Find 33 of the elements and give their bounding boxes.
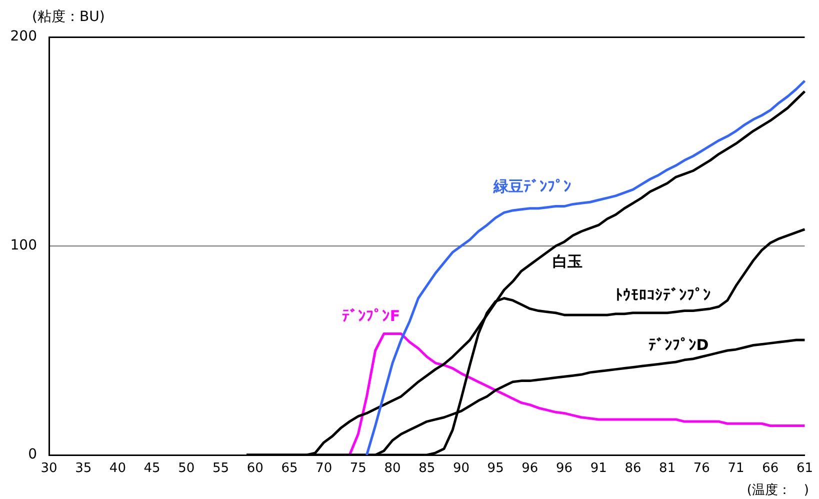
y-tick-label: 100 (10, 238, 37, 254)
series-label: ﾄｳﾓﾛｺｼﾃﾞﾝﾌﾟﾝ (615, 286, 712, 304)
x-tick-label: 76 (693, 461, 710, 476)
x-tick-label: 81 (659, 461, 676, 476)
x-tick-label: 71 (728, 461, 744, 476)
x-tick-label: 80 (384, 461, 401, 476)
x-tick-label: 61 (796, 461, 813, 476)
x-axis-title: (温度： ) (746, 482, 809, 499)
x-tick-label: 86 (624, 461, 642, 476)
series-label: ﾃﾞﾝﾌﾟﾝD (648, 336, 709, 354)
x-tick-label: 55 (212, 461, 230, 476)
x-tick-label: 85 (418, 461, 436, 476)
x-tick-label: 40 (109, 461, 126, 476)
x-tick-label: 45 (144, 461, 160, 476)
x-tick-label: 35 (75, 461, 92, 476)
series-label: ﾃﾞﾝﾌﾟﾝF (342, 306, 400, 325)
x-tick-label: 30 (40, 461, 58, 476)
series-label: 緑豆ﾃﾞﾝﾌﾟﾝ (492, 177, 572, 196)
x-tick-label: 60 (246, 461, 264, 476)
y-axis-title: (粘度：BU) (32, 8, 105, 26)
x-tick-label: 96 (556, 461, 573, 476)
x-tick-label: 91 (590, 461, 607, 476)
x-tick-label: 90 (452, 461, 470, 476)
x-tick-label: 50 (178, 461, 195, 476)
x-tick-label: 75 (350, 461, 366, 476)
x-tick-label: 70 (316, 461, 332, 476)
y-tick-label: 200 (10, 28, 37, 45)
x-tick-label: 66 (762, 461, 779, 476)
x-tick-label: 65 (281, 461, 298, 476)
y-tick-label: 0 (28, 446, 37, 463)
x-tick-label: 95 (487, 461, 504, 476)
series-label: 白玉 (552, 252, 583, 271)
x-tick-label: 96 (522, 461, 538, 476)
